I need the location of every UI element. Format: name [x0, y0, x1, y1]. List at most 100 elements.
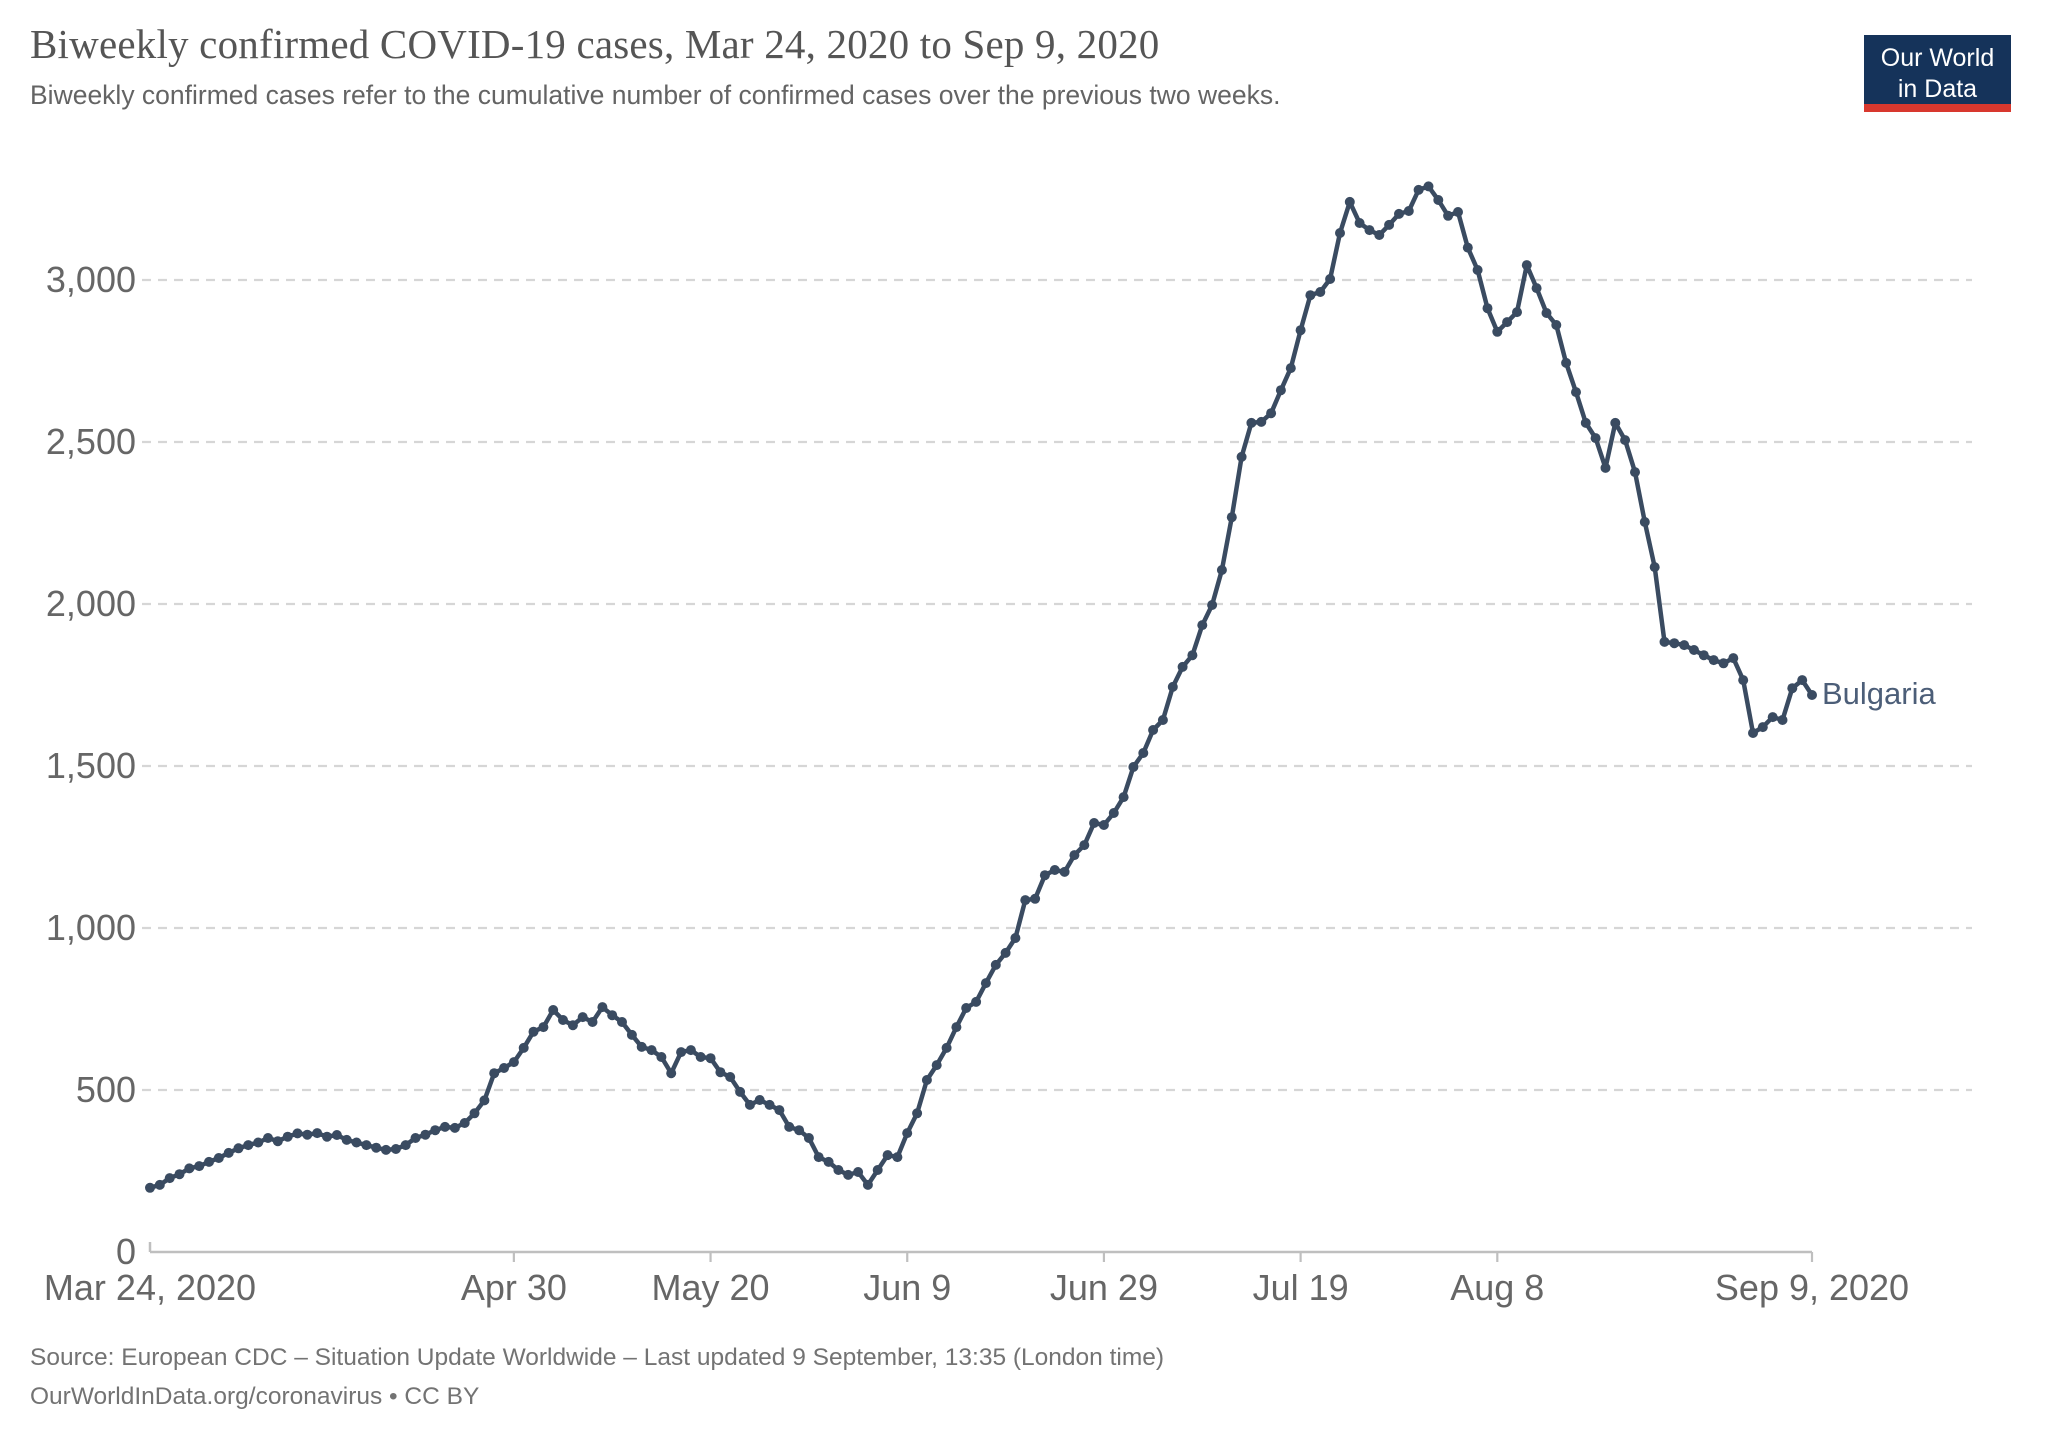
data-point[interactable] [1354, 218, 1365, 228]
data-point[interactable] [676, 1047, 687, 1058]
data-point[interactable] [980, 978, 991, 989]
data-point[interactable] [1590, 433, 1601, 444]
data-point[interactable] [1187, 650, 1198, 661]
data-point[interactable] [1521, 260, 1532, 271]
data-point[interactable] [1787, 683, 1798, 694]
data-point[interactable] [390, 1144, 401, 1154]
data-point[interactable] [1767, 712, 1778, 723]
data-point[interactable] [1089, 818, 1100, 828]
data-point[interactable] [656, 1052, 667, 1062]
data-point[interactable] [351, 1137, 362, 1148]
data-point[interactable] [312, 1128, 323, 1139]
data-point[interactable] [744, 1099, 755, 1110]
data-point[interactable] [921, 1075, 932, 1085]
data-point[interactable] [1049, 865, 1060, 875]
data-point[interactable] [1423, 181, 1434, 192]
data-point[interactable] [164, 1173, 175, 1184]
data-point[interactable] [1394, 208, 1404, 219]
data-point[interactable] [1207, 600, 1218, 610]
data-point[interactable] [872, 1165, 883, 1175]
data-point[interactable] [1630, 467, 1640, 478]
data-point[interactable] [971, 996, 982, 1007]
data-point[interactable] [715, 1067, 726, 1078]
data-point[interactable] [440, 1121, 450, 1132]
data-point[interactable] [1561, 357, 1572, 368]
data-point[interactable] [233, 1143, 244, 1154]
data-point[interactable] [410, 1133, 421, 1143]
data-point[interactable] [882, 1150, 893, 1161]
data-point[interactable] [754, 1095, 765, 1105]
data-point[interactable] [617, 1017, 627, 1027]
data-point[interactable] [253, 1137, 264, 1148]
data-point[interactable] [1079, 840, 1090, 851]
data-point[interactable] [813, 1152, 824, 1163]
data-point[interactable] [292, 1128, 303, 1139]
data-point[interactable] [1138, 748, 1149, 758]
data-point[interactable] [1639, 517, 1650, 527]
data-point[interactable] [1453, 207, 1463, 217]
data-point[interactable] [1669, 638, 1680, 649]
data-point[interactable] [764, 1099, 775, 1110]
data-point[interactable] [774, 1105, 785, 1116]
data-point[interactable] [1472, 265, 1483, 275]
data-point[interactable] [489, 1068, 500, 1079]
data-point[interactable] [1403, 206, 1414, 216]
data-point[interactable] [1580, 417, 1591, 428]
data-point[interactable] [499, 1063, 509, 1073]
data-point[interactable] [646, 1045, 657, 1056]
data-point[interactable] [1492, 326, 1503, 337]
data-point[interactable] [803, 1133, 814, 1143]
data-point[interactable] [1708, 655, 1719, 666]
data-point[interactable] [990, 959, 1001, 970]
data-point[interactable] [154, 1179, 165, 1190]
data-point[interactable] [1236, 451, 1247, 462]
data-point[interactable] [1246, 417, 1257, 428]
data-point[interactable] [1157, 715, 1168, 725]
data-point[interactable] [1777, 715, 1788, 725]
data-point[interactable] [1177, 661, 1188, 672]
data-point[interactable] [1020, 895, 1031, 906]
data-point[interactable] [1462, 242, 1473, 253]
data-point[interactable] [1384, 219, 1395, 230]
data-point[interactable] [1216, 565, 1227, 575]
data-point[interactable] [1620, 435, 1631, 446]
data-point[interactable] [1305, 290, 1316, 301]
data-point[interactable] [1728, 653, 1739, 664]
data-point[interactable] [1148, 725, 1159, 735]
data-point[interactable] [508, 1057, 519, 1068]
data-point[interactable] [174, 1169, 185, 1180]
data-point[interactable] [1689, 645, 1699, 655]
data-point[interactable] [341, 1134, 352, 1145]
data-point[interactable] [1030, 893, 1041, 904]
data-point[interactable] [1108, 808, 1119, 818]
data-point[interactable] [1541, 308, 1552, 318]
data-point[interactable] [282, 1131, 293, 1142]
data-point[interactable] [607, 1010, 618, 1021]
data-point[interactable] [587, 1017, 598, 1027]
data-point[interactable] [1059, 866, 1070, 877]
data-point[interactable] [1482, 303, 1493, 314]
data-point[interactable] [1610, 417, 1621, 428]
data-point[interactable] [469, 1108, 480, 1119]
data-point[interactable] [636, 1041, 647, 1052]
data-point[interactable] [1039, 870, 1050, 881]
data-point[interactable] [695, 1052, 706, 1062]
data-point[interactable] [1571, 387, 1581, 398]
data-point[interactable] [951, 1022, 962, 1033]
data-point[interactable] [538, 1022, 549, 1033]
data-point[interactable] [204, 1156, 214, 1167]
data-point[interactable] [1757, 722, 1768, 733]
data-point[interactable] [322, 1131, 332, 1142]
data-point[interactable] [961, 1003, 972, 1013]
data-point[interactable] [1551, 320, 1562, 330]
data-point[interactable] [823, 1156, 834, 1167]
data-point[interactable] [1374, 230, 1385, 240]
footer-link-line[interactable]: OurWorldInData.org/coronavirus • CC BY [30, 1383, 480, 1411]
data-point[interactable] [1344, 196, 1355, 207]
data-point[interactable] [597, 1002, 608, 1013]
data-point[interactable] [1285, 363, 1296, 374]
data-point[interactable] [400, 1140, 411, 1151]
data-point[interactable] [1443, 210, 1454, 221]
data-point[interactable] [1010, 933, 1021, 943]
